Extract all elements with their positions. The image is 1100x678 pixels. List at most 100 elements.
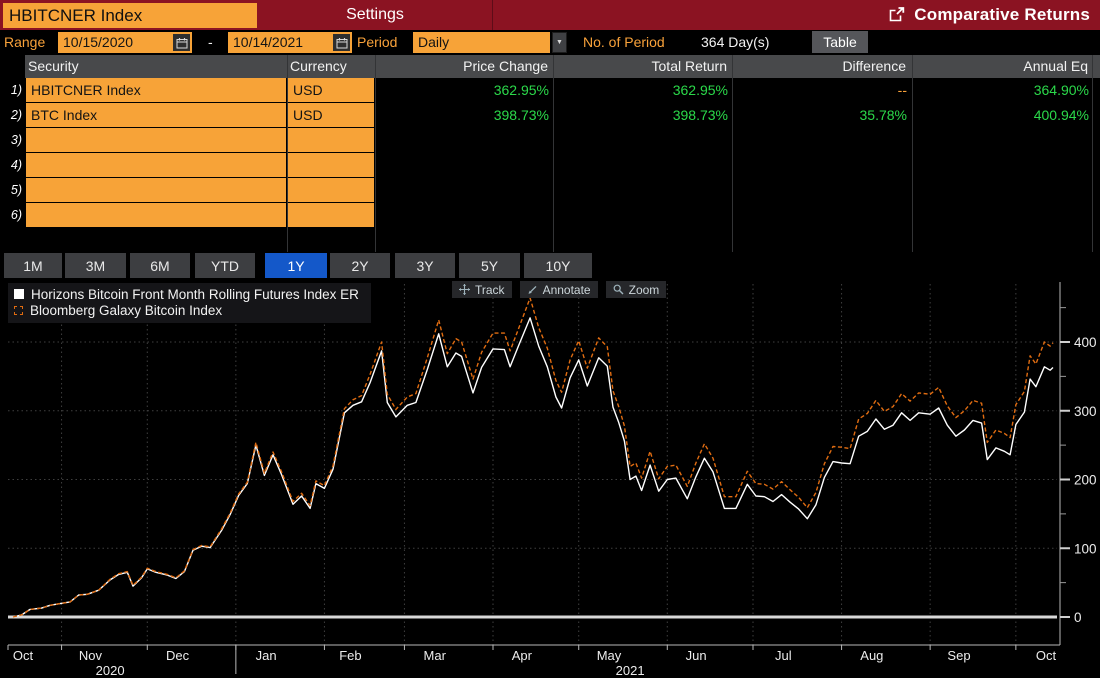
- zoom-icon: [613, 284, 624, 295]
- table-row: 4): [0, 153, 1100, 177]
- calendar-icon[interactable]: [173, 34, 190, 51]
- range-tabs: 1M 3M 6M YTD 1Y 2Y 3Y 5Y 10Y: [0, 253, 1100, 280]
- currency-cell[interactable]: USD: [288, 103, 374, 127]
- svg-text:Oct: Oct: [13, 648, 34, 663]
- security-ticker-input[interactable]: HBITCNER Index: [3, 3, 257, 28]
- titlebar-divider: [492, 0, 493, 30]
- column-divider: [287, 55, 288, 252]
- difference-value: --: [897, 82, 907, 98]
- range-tab-5y[interactable]: 5Y: [459, 253, 520, 279]
- row-number: 1): [10, 83, 22, 97]
- controls-row: Range 10/15/2020 - 10/14/2021 Period Dai…: [0, 30, 1100, 55]
- total-return-value: 362.95%: [672, 82, 728, 98]
- difference-value: 35.78%: [859, 107, 907, 123]
- range-start-value: 10/15/2020: [63, 34, 134, 50]
- range-start-input[interactable]: 10/15/2020: [58, 32, 192, 53]
- zoom-button[interactable]: Zoom: [605, 281, 667, 298]
- legend-swatch: [14, 305, 23, 315]
- track-button-label: Track: [475, 282, 505, 297]
- chart-legend: Horizons Bitcoin Front Month Rolling Fut…: [8, 283, 371, 323]
- price-change-value: 398.73%: [493, 107, 549, 123]
- num-period-label: No. of Period: [583, 34, 665, 50]
- column-header-total-return: Total Return: [651, 58, 727, 74]
- screen-title: Comparative Returns: [914, 5, 1090, 24]
- currency-cell[interactable]: USD: [288, 78, 374, 102]
- column-header-security: Security: [28, 58, 79, 74]
- legend-label: Horizons Bitcoin Front Month Rolling Fut…: [31, 286, 359, 302]
- annotate-button[interactable]: Annotate: [519, 281, 598, 298]
- security-cell[interactable]: [26, 128, 286, 152]
- svg-text:Jan: Jan: [256, 648, 277, 663]
- security-cell[interactable]: BTC Index: [26, 103, 286, 127]
- range-tab-3y[interactable]: 3Y: [395, 253, 455, 279]
- column-header-price-change: Price Change: [463, 58, 548, 74]
- export-icon[interactable]: [888, 7, 905, 23]
- svg-text:0: 0: [1074, 610, 1082, 625]
- title-bar: HBITCNER Index Settings Comparative Retu…: [0, 0, 1100, 30]
- svg-text:200: 200: [1074, 473, 1097, 488]
- range-tab-2y[interactable]: 2Y: [330, 253, 390, 279]
- range-end-input[interactable]: 10/14/2021: [228, 32, 352, 53]
- calendar-icon[interactable]: [333, 34, 350, 51]
- security-cell[interactable]: [26, 153, 286, 177]
- table-row: 2) BTC Index USD 398.73% 398.73% 35.78% 400.94…: [0, 103, 1100, 127]
- table-view-button[interactable]: Table: [812, 31, 868, 53]
- period-select[interactable]: Daily: [413, 32, 550, 53]
- range-tab-ytd[interactable]: YTD: [195, 253, 255, 279]
- column-divider: [912, 55, 913, 252]
- svg-text:May: May: [597, 648, 622, 663]
- table-row: 6): [0, 203, 1100, 227]
- svg-text:Mar: Mar: [424, 648, 447, 663]
- returns-table: Security Currency Price Change Total Ret…: [0, 55, 1100, 252]
- table-row: 3): [0, 128, 1100, 152]
- security-cell[interactable]: [26, 203, 286, 227]
- price-change-value: 362.95%: [493, 82, 549, 98]
- annual-eq-value: 364.90%: [1033, 82, 1089, 98]
- currency-cell[interactable]: [288, 128, 374, 152]
- chart-plot[interactable]: 0 100 200 300 400 Oct Nov Dec Jan Feb Mar Apr May Jun…: [0, 278, 1100, 678]
- chevron-down-icon[interactable]: ▼: [552, 32, 567, 53]
- track-icon: [459, 284, 470, 295]
- range-tab-1y[interactable]: 1Y: [265, 253, 327, 279]
- range-tab-1m[interactable]: 1M: [4, 253, 62, 279]
- column-header-currency: Currency: [290, 58, 347, 74]
- chart-area: 0 100 200 300 400 Oct Nov Dec Jan Feb Mar Apr May Jun…: [0, 278, 1100, 678]
- track-button[interactable]: Track: [452, 281, 512, 298]
- range-label: Range: [4, 34, 46, 50]
- legend-label: Bloomberg Galaxy Bitcoin Index: [30, 302, 223, 318]
- row-number: 6): [10, 208, 22, 222]
- svg-text:400: 400: [1074, 335, 1097, 350]
- svg-text:100: 100: [1074, 541, 1097, 556]
- legend-item[interactable]: Horizons Bitcoin Front Month Rolling Fut…: [14, 286, 359, 302]
- svg-text:Oct: Oct: [1036, 648, 1057, 663]
- column-divider: [375, 55, 376, 252]
- annotate-button-label: Annotate: [542, 282, 591, 297]
- currency-cell[interactable]: [288, 203, 374, 227]
- column-header-annual-eq: Annual Eq: [1023, 58, 1088, 74]
- column-divider: [1092, 55, 1093, 252]
- column-divider: [553, 55, 554, 252]
- svg-text:Dec: Dec: [166, 648, 190, 663]
- security-cell[interactable]: HBITCNER Index: [26, 78, 286, 102]
- column-header-difference: Difference: [842, 58, 906, 74]
- svg-text:Jul: Jul: [775, 648, 792, 663]
- chart-toolbar: Track Annotate Zoom: [452, 281, 667, 298]
- currency-cell[interactable]: [288, 153, 374, 177]
- settings-menu[interactable]: Settings: [346, 6, 404, 23]
- range-separator: -: [208, 34, 213, 50]
- total-return-value: 398.73%: [672, 107, 728, 123]
- legend-item[interactable]: Bloomberg Galaxy Bitcoin Index: [14, 302, 359, 318]
- range-tab-3m[interactable]: 3M: [65, 253, 126, 279]
- range-tab-10y[interactable]: 10Y: [524, 253, 592, 279]
- range-tab-6m[interactable]: 6M: [130, 253, 190, 279]
- security-cell[interactable]: [26, 178, 286, 202]
- svg-text:Feb: Feb: [339, 648, 361, 663]
- svg-text:Sep: Sep: [947, 648, 970, 663]
- range-end-value: 10/14/2021: [233, 34, 304, 50]
- column-divider: [732, 55, 733, 252]
- annotate-icon: [527, 284, 538, 295]
- row-number: 5): [10, 183, 22, 197]
- table-row: 1) HBITCNER Index USD 362.95% 362.95% -- 364.9…: [0, 78, 1100, 102]
- currency-cell[interactable]: [288, 178, 374, 202]
